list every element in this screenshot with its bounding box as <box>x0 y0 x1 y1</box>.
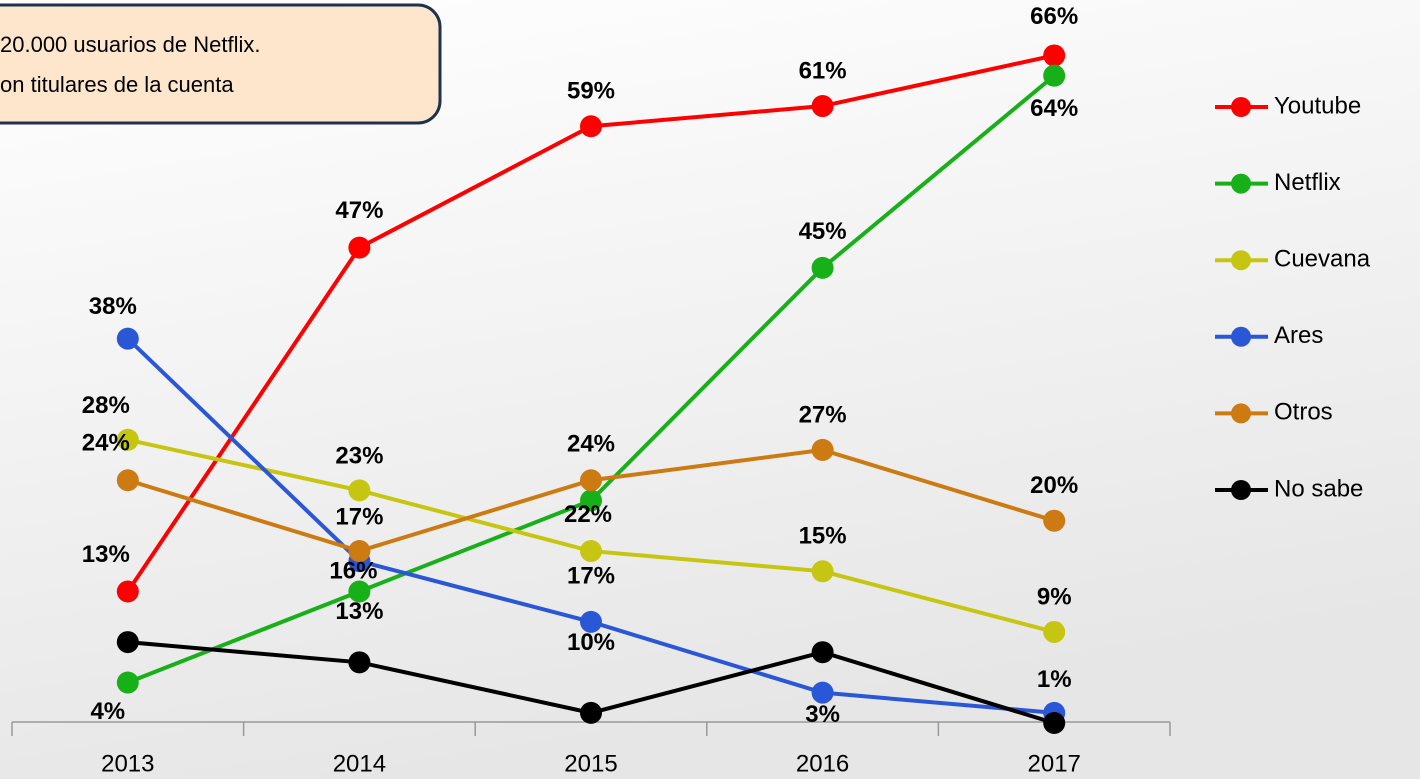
data-label: 38% <box>89 293 137 320</box>
legend-label: Ares <box>1274 322 1323 349</box>
data-point <box>811 438 834 461</box>
data-point <box>1043 44 1066 67</box>
data-label: 9% <box>1037 583 1072 610</box>
data-point <box>348 580 371 603</box>
data-point <box>116 580 139 603</box>
data-label: 61% <box>799 57 847 84</box>
data-label: 66% <box>1030 3 1078 30</box>
data-label: 47% <box>335 197 383 224</box>
legend-marker <box>1231 250 1251 271</box>
data-point <box>1043 509 1066 532</box>
legend-marker <box>1231 403 1251 424</box>
data-point <box>1043 620 1066 643</box>
data-label: 27% <box>799 401 847 428</box>
data-point <box>580 701 602 724</box>
data-point <box>116 469 139 492</box>
data-label: 45% <box>799 218 847 245</box>
legend-label: Netflix <box>1274 169 1341 196</box>
data-point <box>116 428 139 451</box>
data-point <box>580 610 602 633</box>
data-label: 24% <box>82 430 130 457</box>
data-label: 1% <box>1037 666 1072 693</box>
data-label: 13% <box>335 598 383 625</box>
x-tick-label: 2014 <box>333 750 386 777</box>
data-point <box>811 641 834 664</box>
data-label: 17% <box>567 562 615 589</box>
legend-marker <box>1231 173 1251 194</box>
data-label: 4% <box>90 698 125 725</box>
data-label: 16% <box>329 558 377 585</box>
data-point <box>348 479 371 502</box>
data-point <box>348 540 371 563</box>
data-label: 23% <box>335 443 383 470</box>
x-tick-label: 2013 <box>101 750 154 777</box>
x-tick-label: 2017 <box>1028 750 1081 777</box>
data-point <box>116 671 139 694</box>
data-point <box>580 540 602 563</box>
legend-label: Cuevana <box>1274 246 1371 273</box>
x-tick-label: 2015 <box>564 750 617 777</box>
data-label: 17% <box>335 503 383 530</box>
data-label: 22% <box>564 501 612 528</box>
data-point <box>116 631 139 654</box>
data-label: 64% <box>1030 95 1078 122</box>
data-label: 3% <box>805 701 840 728</box>
data-point <box>348 651 371 674</box>
legend-label: Youtube <box>1274 92 1361 119</box>
data-label: 20% <box>1030 472 1078 499</box>
x-tick-label: 2016 <box>796 750 849 777</box>
data-point <box>348 236 371 259</box>
data-point <box>580 469 602 492</box>
data-label: 15% <box>799 523 847 550</box>
data-label: 59% <box>567 78 615 105</box>
legend-marker <box>1231 326 1251 347</box>
data-label: 10% <box>567 629 615 656</box>
annotation: 20.000 usuarios de Netflix. <box>0 32 261 57</box>
data-label: 24% <box>567 431 615 458</box>
annotation: on titulares de la cuenta <box>0 72 234 97</box>
data-point <box>580 489 602 512</box>
data-point <box>811 560 834 583</box>
legend-label: Otros <box>1274 399 1333 426</box>
data-point <box>1043 64 1066 87</box>
annotation-box <box>0 3 442 125</box>
legend-label: No sabe <box>1274 475 1363 502</box>
legend-marker <box>1231 480 1251 500</box>
data-point <box>116 327 139 350</box>
data-point <box>811 681 834 704</box>
data-label: 13% <box>82 541 130 568</box>
legend-marker <box>1231 97 1251 117</box>
data-point <box>580 115 602 138</box>
data-point <box>1043 712 1066 734</box>
data-point <box>811 256 834 279</box>
data-label: 28% <box>82 392 130 419</box>
data-point <box>811 95 834 118</box>
